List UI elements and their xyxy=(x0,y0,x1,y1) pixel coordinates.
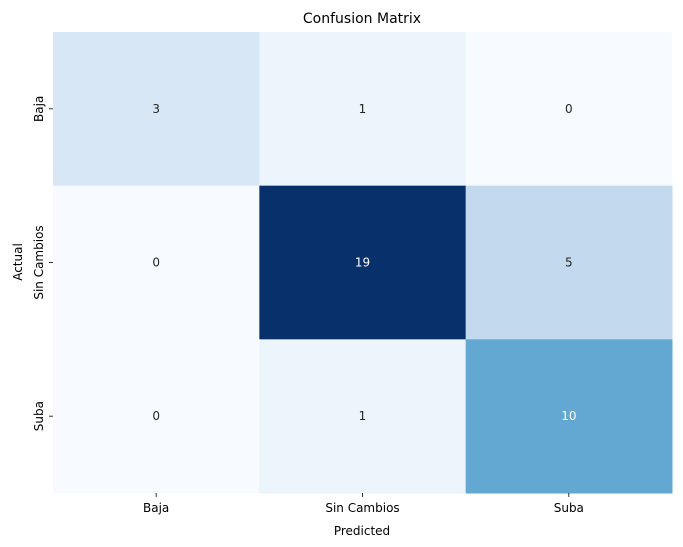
y-tick-label: Baja xyxy=(32,96,46,122)
heatmap-cell xyxy=(53,32,260,187)
heatmap-cell xyxy=(259,32,467,187)
y-tick-label: Suba xyxy=(32,401,46,431)
cell-value-label: 3 xyxy=(152,102,160,116)
heatmap-cell xyxy=(465,339,673,494)
cell-value-label: 0 xyxy=(152,409,160,423)
heatmap-cells: 3 1 00 19 50 1 10 xyxy=(53,32,673,494)
cell-value-label: 5 xyxy=(565,256,573,270)
cell-value-label: 1 xyxy=(359,409,367,423)
y-axis: Baja Sin Cambios Suba xyxy=(32,96,53,431)
heatmap-cell xyxy=(465,32,673,187)
heatmap-cell xyxy=(53,339,260,494)
heatmap-cell xyxy=(465,185,673,340)
heatmap-cell xyxy=(259,339,467,494)
y-tick-label: Sin Cambios xyxy=(32,225,46,299)
heatmap-cell xyxy=(53,185,260,340)
cell-value-label: 0 xyxy=(565,102,573,116)
x-axis-label: Predicted xyxy=(334,524,390,538)
x-tick-label: Sin Cambios xyxy=(325,501,399,515)
cell-value-label: 0 xyxy=(152,256,160,270)
cell-value-label: 10 xyxy=(561,409,576,423)
x-axis: Baja Sin Cambios Suba xyxy=(143,493,584,515)
y-axis-label: Actual xyxy=(11,243,25,281)
x-tick-label: Baja xyxy=(143,501,169,515)
heatmap-cell xyxy=(259,185,467,340)
x-tick-label: Suba xyxy=(554,501,584,515)
cell-value-label: 1 xyxy=(359,102,367,116)
chart-title: Confusion Matrix xyxy=(303,11,421,27)
cell-value-label: 19 xyxy=(355,256,370,270)
